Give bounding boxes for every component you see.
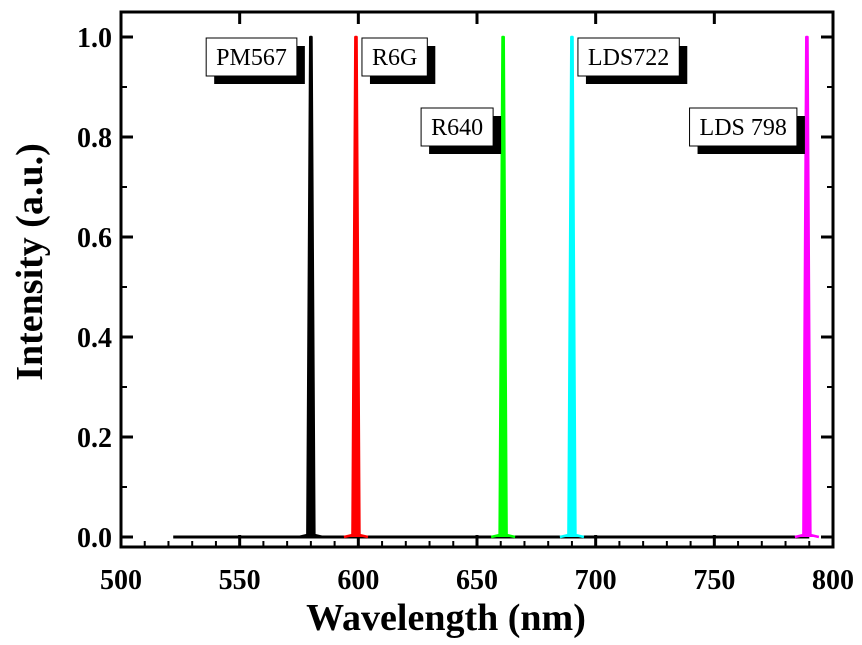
peak-label-box	[420, 107, 494, 147]
minor-ticks	[121, 86, 833, 547]
peak-label: PM567	[205, 37, 305, 84]
peak-label-box	[689, 107, 798, 147]
series-peak	[490, 35, 516, 539]
x-axis-title: Wavelength (nm)	[306, 597, 586, 639]
series-peak	[343, 35, 369, 539]
x-tick-label: 500	[100, 565, 142, 596]
x-tick-label: 800	[812, 565, 854, 596]
y-tick-label: 0.0	[77, 523, 112, 554]
peak-label-layer: PM567 R6G R640 LDS722 LDS 798	[205, 37, 805, 154]
peak-label: R640	[420, 107, 502, 154]
y-tick-label: 0.2	[77, 423, 112, 454]
y-tick-label: 0.4	[77, 323, 112, 354]
x-tick-label: 700	[575, 565, 617, 596]
peak-label-text: R640	[431, 115, 483, 141]
x-tick-label: 600	[337, 565, 379, 596]
major-ticks	[119, 12, 835, 547]
x-tick-label: 750	[693, 565, 735, 596]
peak-label-text: LDS722	[588, 45, 669, 71]
peak-label-text: LDS 798	[700, 115, 787, 141]
series-layer	[173, 35, 820, 539]
y-tick-label: 0.6	[77, 223, 112, 254]
peak-label: LDS 798	[689, 107, 805, 154]
peak-label: R6G	[361, 37, 436, 84]
plot-frame	[119, 10, 835, 549]
x-tick-label: 550	[219, 565, 261, 596]
peak-label-box	[361, 37, 428, 77]
x-tick-label: 650	[456, 565, 498, 596]
peak-label-text: PM567	[216, 45, 287, 71]
series-peak	[559, 35, 585, 539]
peak-label-box	[205, 37, 298, 77]
y-axis-title: Intensity (a.u.)	[9, 143, 51, 381]
y-tick-label: 1.0	[77, 23, 112, 54]
peak-label: LDS722	[577, 37, 688, 84]
peak-label-box	[577, 37, 680, 77]
series-peak	[794, 35, 820, 539]
tick-labels: 500 550 600 650 700 750 800 0.0 0.2 0.4 0.6 0.8 1.0	[77, 23, 854, 596]
peak-label-text: R6G	[372, 45, 417, 71]
y-tick-label: 0.8	[77, 123, 112, 154]
series-peak	[298, 35, 324, 539]
